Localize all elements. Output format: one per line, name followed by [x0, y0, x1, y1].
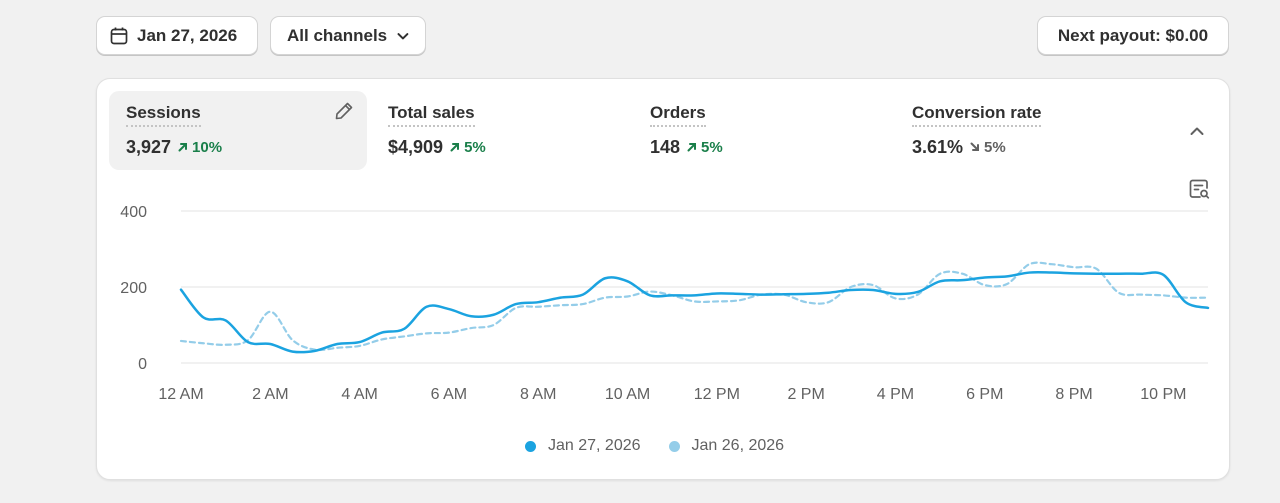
- metric-value: 3,927: [126, 137, 172, 157]
- metric-change-value: 5%: [984, 138, 1006, 156]
- metric-label[interactable]: Orders: [650, 103, 706, 127]
- arrow-up-right-icon: [450, 143, 460, 152]
- arrow-up-right-icon: [687, 143, 697, 152]
- calendar-icon: [110, 27, 128, 44]
- metric-orders[interactable]: Orders 148 5%: [633, 91, 891, 170]
- metric-value: 3.61%: [912, 137, 964, 157]
- x-tick-label: 6 PM: [966, 386, 1003, 403]
- metric-label[interactable]: Conversion rate: [912, 103, 1042, 127]
- metric-change-value: 5%: [464, 138, 486, 156]
- date-picker-button[interactable]: Jan 27, 2026: [96, 16, 258, 55]
- chevron-up-icon[interactable]: [1185, 119, 1209, 143]
- x-tick-label: 8 PM: [1055, 386, 1092, 403]
- y-tick-label: 0: [138, 356, 147, 373]
- metric-value: 148: [650, 137, 681, 157]
- legend-dot-current: [525, 440, 536, 452]
- metric-label[interactable]: Total sales: [388, 103, 475, 127]
- x-tick-label: 2 PM: [787, 386, 824, 403]
- arrow-down-right-icon: [970, 142, 980, 151]
- series-line-current: [179, 270, 1210, 354]
- metric-change: 10%: [177, 139, 222, 156]
- legend-item-current[interactable]: Jan 27, 2026: [525, 437, 641, 455]
- series-line-previous: [179, 261, 1210, 352]
- next-payout-button[interactable]: Next payout: $0.00: [1037, 16, 1229, 55]
- chart-search-icon[interactable]: [1187, 177, 1211, 201]
- channel-label: All channels: [287, 25, 388, 45]
- legend-dot-previous: [668, 440, 680, 452]
- x-tick-label: 4 AM: [341, 386, 377, 403]
- legend-item-previous[interactable]: Jan 26, 2026: [668, 437, 785, 455]
- x-tick-label: 6 AM: [431, 386, 467, 403]
- pencil-icon[interactable]: [333, 100, 355, 122]
- x-tick-label: 12 AM: [158, 386, 203, 403]
- metric-change-value: 10%: [192, 138, 223, 156]
- metric-change-value: 5%: [701, 138, 723, 156]
- y-tick-label: 200: [120, 280, 147, 297]
- metric-change: 5%: [449, 139, 486, 156]
- payout-label: Next payout: $0.00: [1057, 25, 1209, 45]
- chart-legend: Jan 27, 2026 Jan 26, 2026: [525, 437, 784, 455]
- metric-value: $4,909: [388, 137, 444, 157]
- metric-sessions[interactable]: Sessions 3,927 10%: [109, 91, 367, 170]
- metric-conversion-rate[interactable]: Conversion rate 3.61% 5%: [895, 91, 1153, 170]
- sessions-line-chart: 400 200 0 12 AM 2 AM 4 AM 6 AM 8 AM 10 AM 12 PM 2 …: [120, 204, 1210, 403]
- x-tick-label: 4 PM: [877, 386, 914, 403]
- x-tick-label: 10 PM: [1140, 386, 1186, 403]
- y-tick-label: 400: [120, 204, 147, 221]
- x-tick-label: 2 AM: [252, 386, 288, 403]
- arrow-up-right-icon: [178, 143, 188, 152]
- chevron-down-icon: [397, 32, 409, 39]
- x-tick-label: 8 AM: [520, 386, 556, 403]
- legend-label-previous: Jan 26, 2026: [691, 437, 785, 454]
- legend-label-current: Jan 27, 2026: [548, 437, 641, 454]
- metric-label[interactable]: Sessions: [126, 103, 201, 127]
- channel-select-button[interactable]: All channels: [270, 16, 426, 55]
- analytics-card: Sessions 3,927 10% Total sales $4,909 5%…: [96, 78, 1230, 480]
- x-tick-label: 10 AM: [605, 386, 650, 403]
- date-label: Jan 27, 2026: [137, 25, 238, 45]
- x-tick-label: 12 PM: [694, 386, 740, 403]
- metric-total-sales[interactable]: Total sales $4,909 5%: [371, 91, 629, 170]
- metric-change: 5%: [969, 139, 1006, 156]
- metric-change: 5%: [686, 139, 723, 156]
